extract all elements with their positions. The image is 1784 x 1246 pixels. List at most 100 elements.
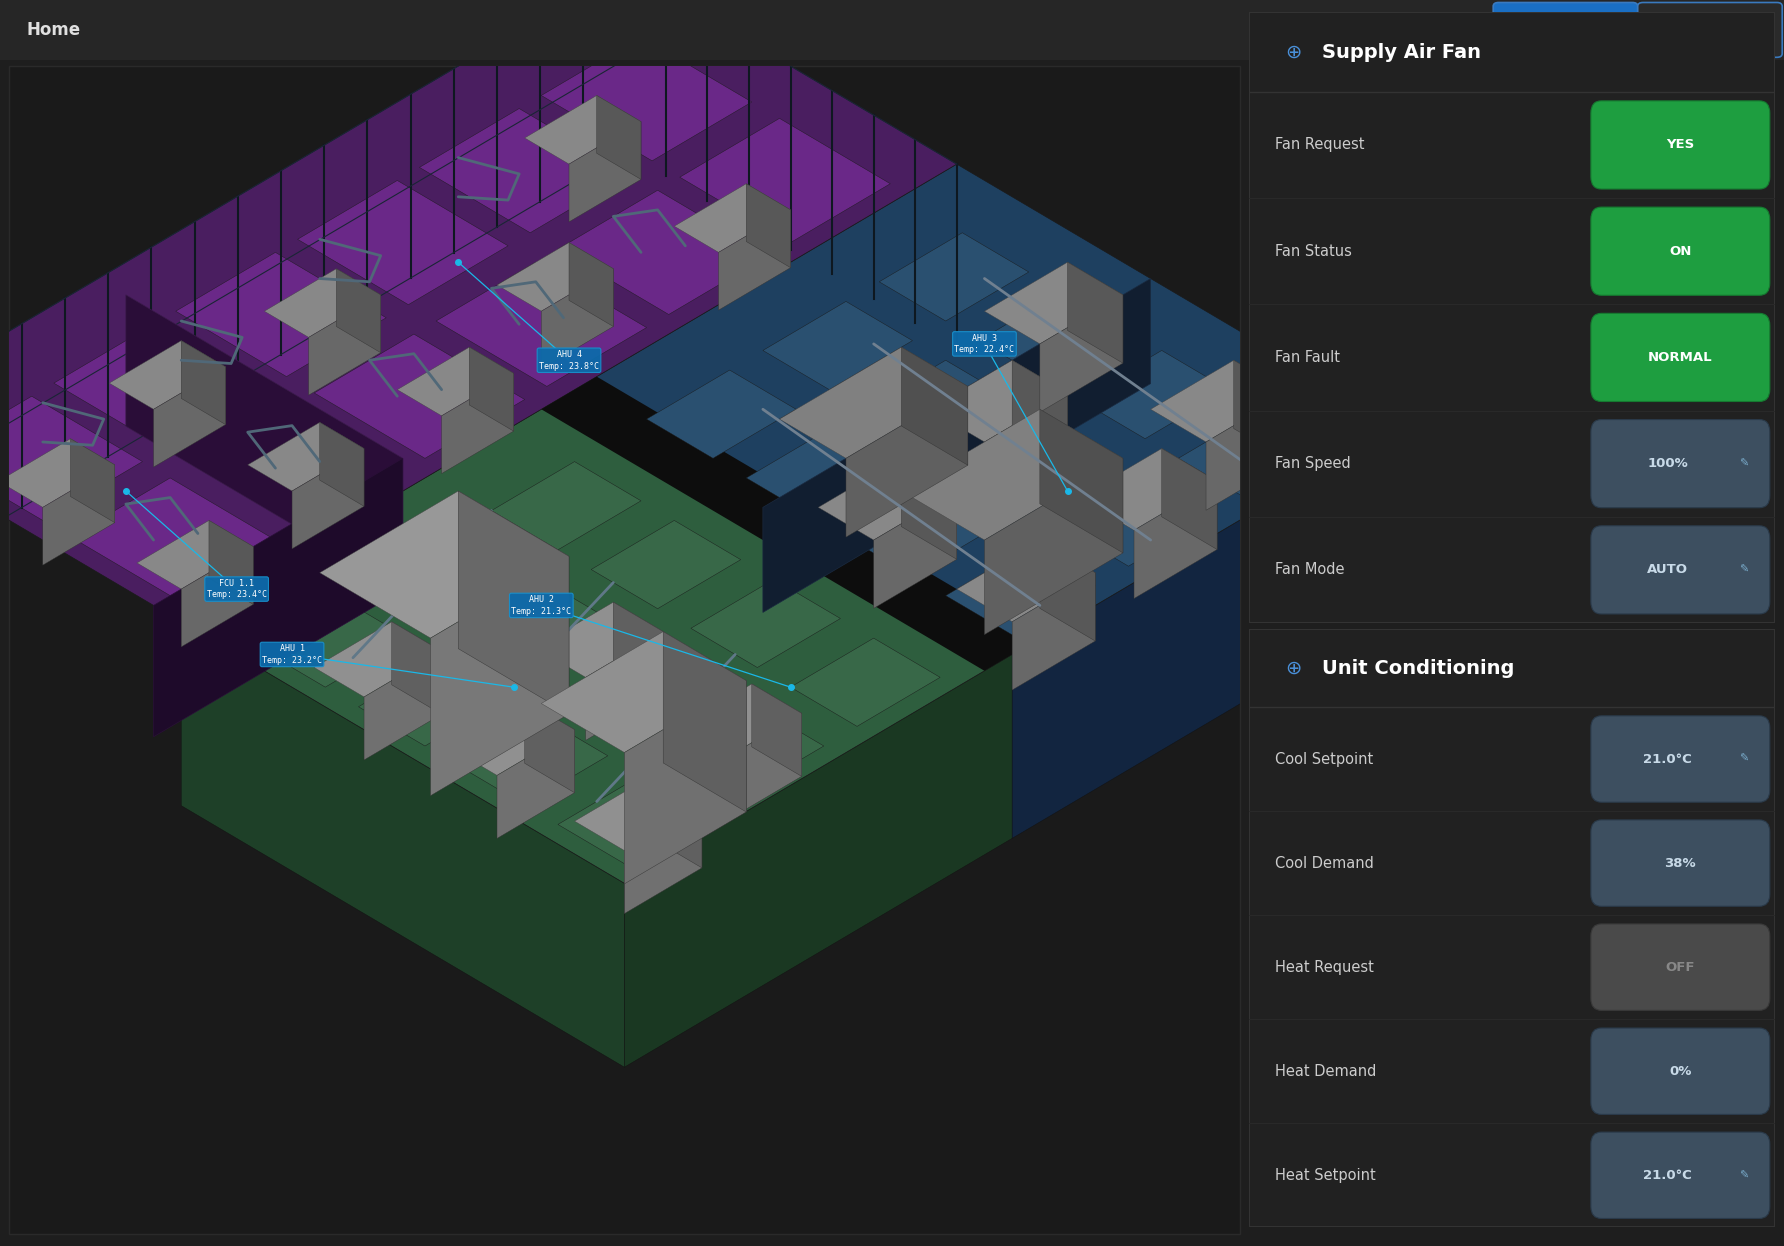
Polygon shape [569, 164, 1400, 654]
Polygon shape [375, 531, 524, 618]
Polygon shape [469, 348, 514, 431]
Text: YES: YES [1666, 138, 1695, 152]
Polygon shape [624, 805, 701, 913]
Text: ON: ON [1670, 244, 1691, 258]
Polygon shape [1012, 573, 1095, 690]
Polygon shape [309, 295, 380, 395]
Polygon shape [398, 348, 514, 416]
FancyBboxPatch shape [1249, 12, 1775, 623]
Polygon shape [962, 419, 1111, 507]
Polygon shape [0, 0, 956, 622]
FancyBboxPatch shape [9, 66, 1240, 1234]
Polygon shape [475, 589, 624, 678]
Text: NORMAL: NORMAL [1648, 351, 1713, 364]
Text: ✎: ✎ [1739, 459, 1748, 468]
Polygon shape [491, 461, 640, 549]
Polygon shape [624, 654, 1012, 1067]
Polygon shape [819, 459, 956, 540]
Text: Fan Request: Fan Request [1276, 137, 1365, 152]
Polygon shape [109, 340, 225, 409]
Polygon shape [624, 680, 746, 883]
Polygon shape [574, 648, 724, 736]
Text: 21.0°C: 21.0°C [1643, 753, 1691, 765]
Polygon shape [674, 684, 801, 759]
Polygon shape [314, 334, 524, 459]
Polygon shape [780, 348, 969, 459]
Polygon shape [569, 243, 614, 326]
Polygon shape [1235, 360, 1290, 461]
FancyBboxPatch shape [1591, 1028, 1770, 1114]
Polygon shape [359, 658, 508, 746]
Text: AHU 1
Temp: 23.2°C: AHU 1 Temp: 23.2°C [262, 644, 323, 665]
Polygon shape [319, 422, 364, 506]
Polygon shape [1040, 409, 1122, 553]
Text: Heat Demand: Heat Demand [1276, 1064, 1377, 1079]
Text: Cool Demand: Cool Demand [1276, 856, 1374, 871]
Polygon shape [319, 491, 569, 638]
Polygon shape [419, 108, 630, 233]
FancyBboxPatch shape [1591, 1133, 1770, 1219]
Text: AHU 4
Temp: 23.8°C: AHU 4 Temp: 23.8°C [539, 350, 599, 370]
FancyBboxPatch shape [0, 0, 1784, 60]
Polygon shape [1079, 449, 1217, 531]
Polygon shape [0, 0, 624, 609]
Polygon shape [337, 269, 380, 353]
FancyBboxPatch shape [1493, 2, 1638, 57]
Text: 21.0°C: 21.0°C [1643, 1169, 1691, 1181]
Polygon shape [956, 540, 1095, 622]
Polygon shape [624, 0, 956, 348]
Polygon shape [498, 243, 614, 312]
FancyBboxPatch shape [1591, 313, 1770, 401]
Polygon shape [874, 491, 956, 608]
Polygon shape [574, 775, 701, 851]
Text: AUTO: AUTO [1647, 563, 1688, 577]
Text: ⊞  View: ⊞ View [1540, 24, 1591, 36]
Text: ✎: ✎ [1739, 754, 1748, 764]
Polygon shape [541, 269, 614, 369]
Polygon shape [182, 547, 253, 647]
Polygon shape [1206, 392, 1290, 511]
Polygon shape [458, 716, 608, 805]
Text: OFF: OFF [1666, 961, 1695, 973]
Polygon shape [259, 599, 409, 687]
Polygon shape [293, 449, 364, 548]
Polygon shape [880, 233, 1029, 321]
Polygon shape [175, 253, 385, 376]
Polygon shape [524, 700, 574, 792]
Polygon shape [751, 684, 801, 776]
Polygon shape [985, 459, 1122, 634]
Polygon shape [442, 374, 514, 473]
Text: Unit Conditioning: Unit Conditioning [1322, 659, 1515, 678]
Text: AHU 2
Temp: 21.3°C: AHU 2 Temp: 21.3°C [512, 596, 571, 616]
Polygon shape [674, 706, 824, 795]
FancyBboxPatch shape [1591, 207, 1770, 295]
Text: ✎  Edit: ✎ Edit [1689, 24, 1730, 36]
Polygon shape [182, 392, 1012, 883]
Polygon shape [690, 579, 840, 668]
Polygon shape [1079, 350, 1227, 439]
Polygon shape [1012, 426, 1400, 839]
Polygon shape [541, 36, 751, 161]
Polygon shape [435, 262, 646, 386]
Text: Home: Home [27, 21, 80, 39]
FancyBboxPatch shape [1591, 526, 1770, 614]
Polygon shape [153, 366, 225, 467]
Text: Fan Fault: Fan Fault [1276, 350, 1340, 365]
Polygon shape [901, 348, 969, 465]
Text: Heat Setpoint: Heat Setpoint [1276, 1168, 1375, 1182]
Polygon shape [264, 269, 380, 338]
Polygon shape [182, 622, 624, 1067]
Polygon shape [929, 360, 1067, 442]
Polygon shape [585, 632, 664, 740]
Polygon shape [524, 96, 640, 164]
Polygon shape [43, 465, 114, 566]
Polygon shape [719, 209, 790, 310]
Polygon shape [1135, 481, 1217, 598]
Polygon shape [946, 547, 1095, 635]
Polygon shape [1012, 360, 1067, 461]
Polygon shape [193, 406, 403, 531]
Polygon shape [653, 775, 701, 868]
Polygon shape [0, 439, 114, 507]
Text: AHU 3
Temp: 22.4°C: AHU 3 Temp: 22.4°C [954, 334, 1015, 354]
Polygon shape [746, 429, 896, 517]
